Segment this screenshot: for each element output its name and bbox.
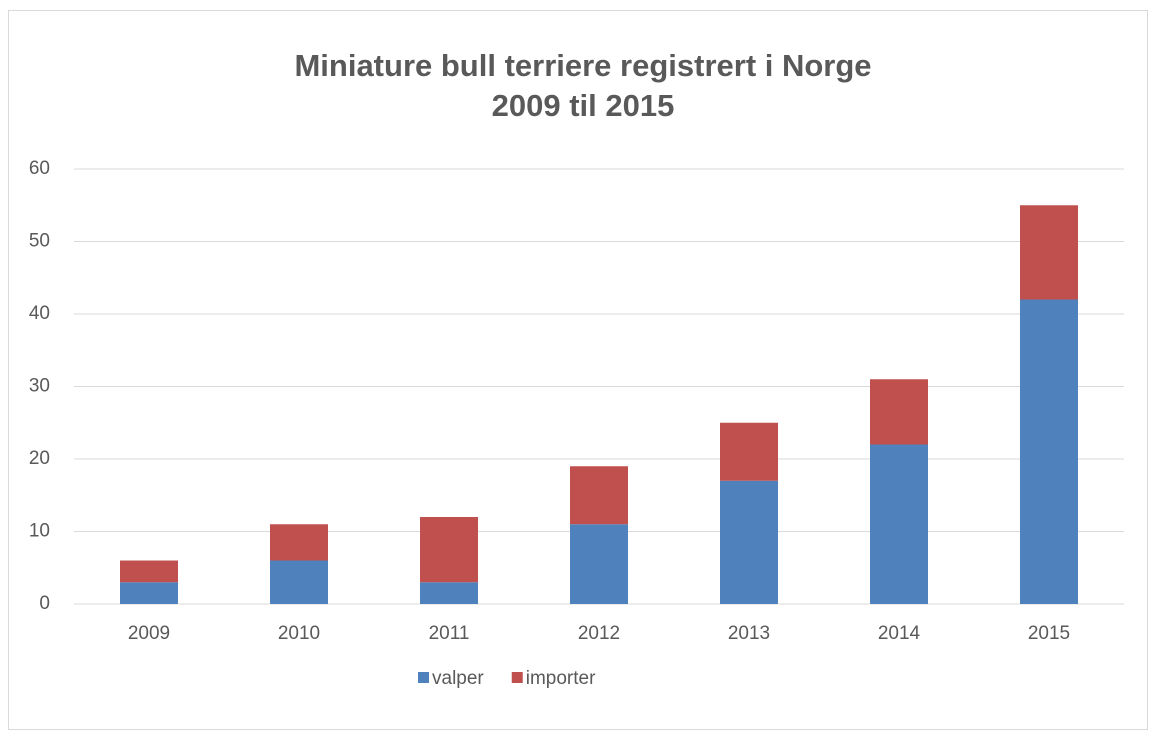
bar-segment	[420, 517, 478, 583]
x-tick-label: 2010	[278, 623, 320, 644]
bar-segment	[270, 524, 328, 561]
y-tick-label: 30	[29, 376, 50, 397]
bar-segment	[870, 379, 928, 445]
y-tick-label: 0	[39, 593, 50, 614]
x-tick-label: 2013	[728, 623, 770, 644]
bar-segment	[270, 560, 328, 604]
chart-frame	[8, 10, 1148, 730]
legend-swatch	[418, 672, 429, 683]
bar-segment	[570, 524, 628, 604]
legend-label: valper	[432, 668, 484, 689]
y-tick-label: 50	[29, 231, 50, 252]
x-tick-label: 2011	[429, 623, 470, 644]
bar-segment	[1020, 299, 1078, 604]
x-tick-label: 2012	[578, 623, 620, 644]
bar-segment	[570, 466, 628, 525]
bar-segment	[120, 582, 178, 604]
bar-segment	[870, 444, 928, 604]
y-tick-label: 10	[29, 521, 50, 542]
bar-segment	[1020, 205, 1078, 300]
chart-title: Miniature bull terriere registrert i Nor…	[294, 48, 871, 83]
legend-swatch	[511, 672, 523, 683]
chart-title: 2009 til 2015	[492, 88, 675, 123]
bar-segment	[720, 422, 778, 481]
bar-segment	[420, 582, 478, 604]
bar-segment	[120, 560, 178, 583]
x-tick-label: 2009	[128, 623, 170, 644]
y-tick-label: 60	[29, 158, 50, 179]
x-tick-label: 2015	[1028, 623, 1070, 644]
bar-segment	[720, 480, 778, 604]
legend-label: importer	[526, 668, 596, 689]
y-tick-label: 40	[29, 303, 50, 324]
y-tick-label: 20	[29, 448, 50, 469]
x-tick-label: 2014	[878, 623, 921, 644]
